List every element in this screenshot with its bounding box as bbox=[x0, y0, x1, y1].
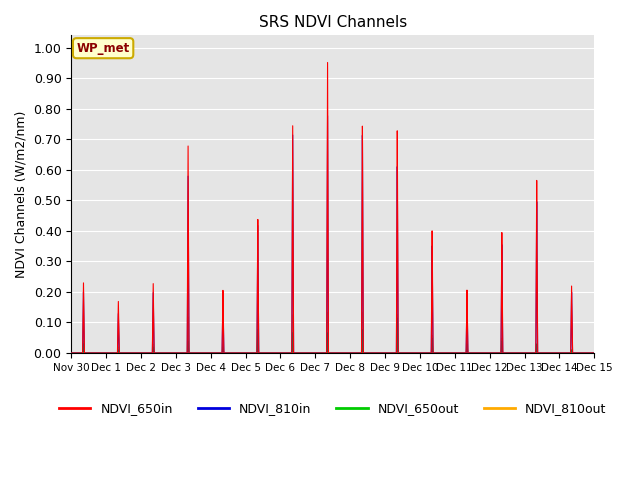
Y-axis label: NDVI Channels (W/m2/nm): NDVI Channels (W/m2/nm) bbox=[15, 110, 28, 278]
Legend: NDVI_650in, NDVI_810in, NDVI_650out, NDVI_810out: NDVI_650in, NDVI_810in, NDVI_650out, NDV… bbox=[54, 397, 611, 420]
Text: WP_met: WP_met bbox=[77, 42, 130, 55]
Title: SRS NDVI Channels: SRS NDVI Channels bbox=[259, 15, 407, 30]
